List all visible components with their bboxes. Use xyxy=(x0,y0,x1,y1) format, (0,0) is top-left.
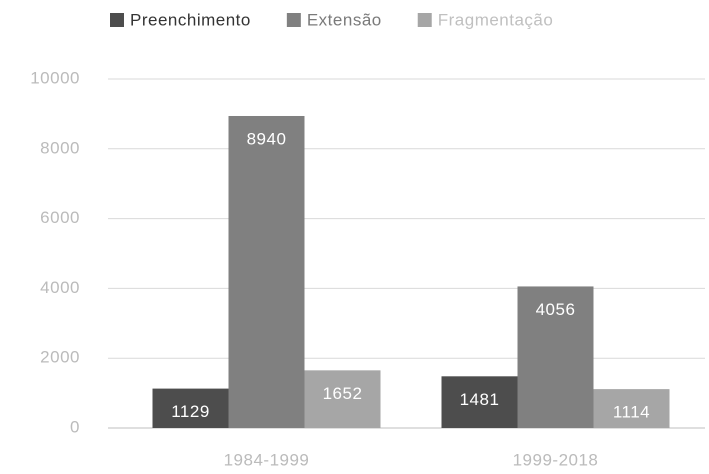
legend-label: Extensão xyxy=(307,10,382,29)
legend-label: Fragmentação xyxy=(438,10,554,29)
bar xyxy=(441,376,518,428)
legend-swatch xyxy=(110,13,124,27)
bar xyxy=(152,388,229,428)
y-tick-label: 0 xyxy=(70,417,80,436)
value-label: 4056 xyxy=(536,300,576,319)
value-label: 8940 xyxy=(247,129,287,148)
y-tick-label: 2000 xyxy=(40,348,80,367)
value-label: 1652 xyxy=(323,384,363,403)
legend-label: Preenchimento xyxy=(130,10,251,29)
bar xyxy=(228,115,305,428)
bar xyxy=(593,389,670,428)
y-tick-label: 4000 xyxy=(40,278,80,297)
y-tick-label: 6000 xyxy=(40,208,80,227)
y-tick-label: 8000 xyxy=(40,138,80,157)
value-label: 1481 xyxy=(460,390,500,409)
bar xyxy=(304,370,381,428)
legend-swatch xyxy=(417,13,432,27)
value-label: 1114 xyxy=(613,403,650,422)
bar xyxy=(517,286,594,428)
x-tick-label: 1999-2018 xyxy=(513,450,599,469)
y-tick-label: 10000 xyxy=(30,68,80,87)
x-tick-label: 1984-1999 xyxy=(224,450,310,469)
value-label: 1129 xyxy=(171,402,210,421)
legend-swatch xyxy=(286,13,301,27)
